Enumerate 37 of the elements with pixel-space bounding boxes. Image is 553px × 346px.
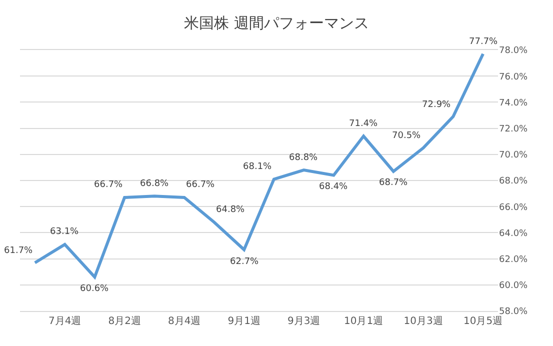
data-label: 61.7% xyxy=(4,246,34,256)
y-tick-label: 64.0% xyxy=(499,228,528,239)
chart-title: 米国株 週間パフォーマンス xyxy=(184,14,369,32)
y-tick-label: 78.0% xyxy=(499,46,528,56)
y-tick-label: 58.0% xyxy=(499,307,528,318)
x-tick-label: 8月2週 xyxy=(108,316,141,327)
data-label: 66.7% xyxy=(186,180,216,190)
data-label: 62.7% xyxy=(230,257,260,267)
x-tick-label: 7月4週 xyxy=(48,316,82,327)
data-label: 68.7% xyxy=(379,178,408,188)
data-label: 70.5% xyxy=(392,131,422,141)
y-tick-label: 70.0% xyxy=(499,150,528,161)
y-tick-label: 66.0% xyxy=(499,202,528,213)
data-label: 66.7% xyxy=(94,180,124,190)
data-label: 77.7% xyxy=(469,37,498,47)
x-tick-label: 9月3週 xyxy=(287,316,320,327)
x-tick-label: 8月4週 xyxy=(168,316,201,327)
x-tick-label: 9月1週 xyxy=(228,316,260,327)
x-tick-label: 10月1週 xyxy=(344,316,384,327)
data-label: 60.6% xyxy=(80,284,110,294)
data-label: 64.8% xyxy=(216,205,246,215)
y-tick-label: 60.0% xyxy=(499,281,528,292)
y-tick-label: 76.0% xyxy=(499,72,528,82)
data-label: 68.1% xyxy=(243,162,272,172)
x-tick-label: 10月3週 xyxy=(404,316,443,327)
line-series xyxy=(33,52,485,279)
y-tick-label: 68.0% xyxy=(499,176,528,187)
y-tick-label: 74.0% xyxy=(499,98,528,108)
data-label: 68.8% xyxy=(289,153,318,163)
y-tick-label: 62.0% xyxy=(499,254,528,265)
data-label: 63.1% xyxy=(50,227,80,237)
data-label: 66.8% xyxy=(140,179,170,189)
data-label: 71.4% xyxy=(349,119,378,129)
data-label: 68.4% xyxy=(319,182,348,192)
y-tick-label: 72.0% xyxy=(499,124,528,134)
data-label: 72.9% xyxy=(422,100,452,110)
x-tick-label: 10月5週 xyxy=(464,316,503,327)
